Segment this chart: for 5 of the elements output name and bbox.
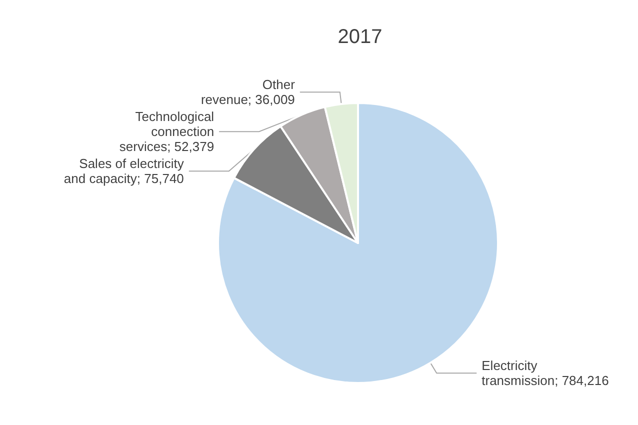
slice-label: Electricity transmission; 784,216	[482, 358, 609, 388]
slice-label: Sales of electricity and capacity; 75,740	[64, 156, 184, 186]
chart-title: 2017	[338, 26, 382, 48]
slice-label: Other revenue; 36,009	[200, 77, 296, 108]
slice-label: Technological connection services; 52,379	[119, 109, 214, 154]
